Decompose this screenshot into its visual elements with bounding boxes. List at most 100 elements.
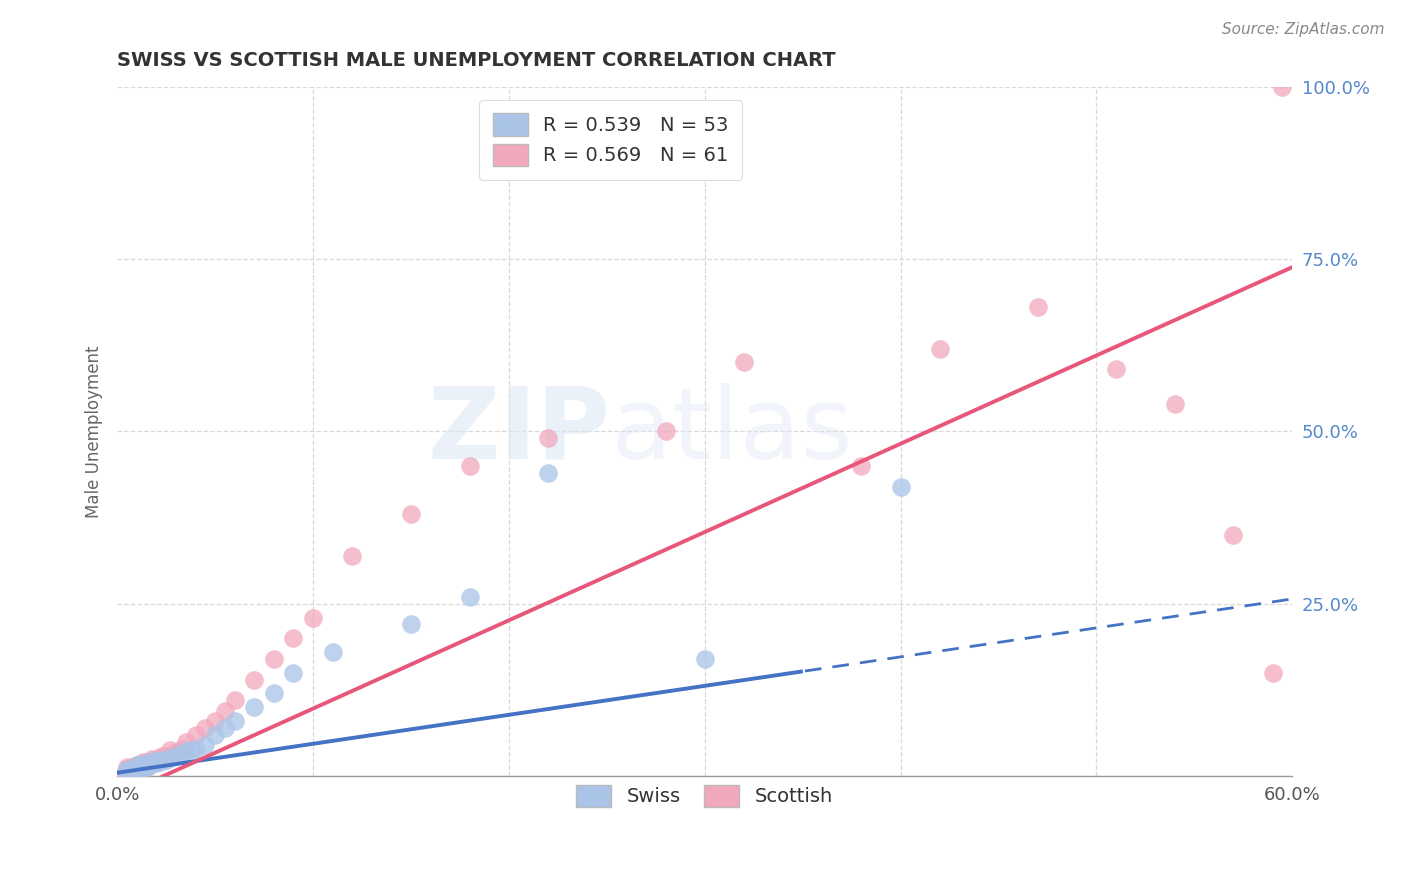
Point (125, 763, 148, 777)
Point (149, 752, 172, 766)
Point (135, 759, 157, 773)
Point (214, 721, 236, 735)
Point (194, 721, 217, 735)
Point (115, 760, 138, 774)
Point (141, 756, 163, 771)
Point (214, 704, 236, 718)
Point (174, 735, 197, 749)
Legend: Swiss, Scottish: Swiss, Scottish (568, 777, 841, 814)
Point (148, 754, 170, 768)
Point (537, 466, 560, 480)
Point (159, 743, 181, 757)
Point (145, 756, 167, 770)
Point (118, 765, 141, 780)
Point (125, 758, 148, 772)
Point (134, 759, 156, 773)
Point (399, 617, 422, 632)
Point (138, 756, 160, 771)
Point (263, 686, 285, 700)
Point (129, 761, 152, 775)
Point (458, 590, 481, 604)
Point (129, 758, 152, 772)
Point (283, 632, 305, 646)
Point (121, 762, 143, 776)
Point (159, 750, 181, 764)
Point (135, 756, 157, 771)
Text: ZIP: ZIP (427, 383, 610, 480)
Point (139, 756, 162, 770)
Point (138, 756, 160, 770)
Point (537, 431, 560, 445)
Point (263, 652, 285, 666)
Point (184, 741, 207, 756)
Point (1026, 300, 1049, 314)
Point (125, 760, 148, 774)
Y-axis label: Male Unemployment: Male Unemployment (86, 345, 103, 517)
Point (115, 762, 138, 776)
Point (114, 765, 136, 780)
Point (124, 764, 146, 778)
Point (120, 761, 142, 775)
Point (135, 756, 157, 770)
Point (148, 751, 170, 765)
Point (131, 756, 153, 770)
Text: atlas: atlas (610, 383, 852, 480)
Point (128, 761, 150, 775)
Point (1271, 79, 1294, 94)
Point (143, 756, 166, 770)
Point (243, 700, 266, 714)
Point (1105, 362, 1128, 376)
Point (302, 610, 325, 624)
Point (115, 763, 138, 777)
Point (851, 458, 873, 473)
Point (120, 765, 142, 780)
Text: SWISS VS SCOTTISH MALE UNEMPLOYMENT CORRELATION CHART: SWISS VS SCOTTISH MALE UNEMPLOYMENT CORR… (117, 51, 835, 70)
Point (145, 754, 167, 768)
Point (129, 756, 152, 771)
Point (135, 759, 157, 773)
Point (121, 762, 143, 776)
Point (128, 759, 150, 773)
Point (131, 757, 153, 772)
Point (121, 759, 143, 773)
Point (134, 758, 156, 772)
Point (128, 758, 150, 772)
Point (125, 758, 148, 772)
Text: Source: ZipAtlas.com: Source: ZipAtlas.com (1222, 22, 1385, 37)
Point (120, 764, 142, 778)
Point (141, 756, 163, 770)
Point (174, 744, 197, 758)
Point (165, 748, 187, 763)
Point (322, 645, 344, 659)
Point (125, 762, 148, 776)
Point (194, 738, 217, 752)
Point (224, 714, 246, 728)
Point (131, 759, 153, 773)
Point (733, 355, 755, 369)
Point (204, 728, 226, 742)
Point (243, 673, 266, 687)
Point (115, 764, 138, 779)
Point (138, 758, 160, 772)
Point (118, 762, 141, 776)
Point (1163, 397, 1185, 411)
Point (340, 549, 363, 563)
Point (129, 761, 152, 775)
Point (1222, 528, 1244, 542)
Point (120, 764, 142, 778)
Point (115, 765, 138, 780)
Point (141, 754, 163, 768)
Point (180, 743, 202, 757)
Point (150, 753, 173, 767)
Point (124, 761, 146, 775)
Point (121, 764, 143, 779)
Point (654, 425, 676, 439)
Point (399, 507, 422, 521)
Point (170, 741, 193, 756)
Point (143, 754, 166, 768)
Point (1261, 665, 1284, 680)
Point (124, 759, 146, 773)
Point (283, 665, 305, 680)
Point (889, 479, 911, 493)
Point (120, 762, 142, 776)
